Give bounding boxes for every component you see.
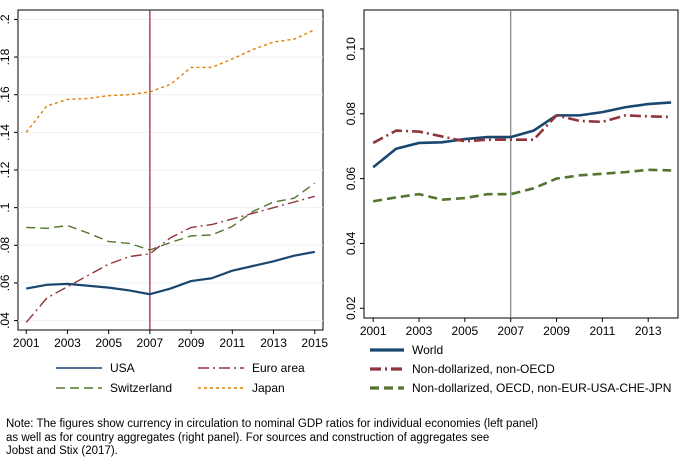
- left-ytick-label: .1: [0, 202, 12, 212]
- right-ytick-label: 0.06: [344, 167, 358, 191]
- left-legend-label: Switzerland: [110, 381, 172, 395]
- right-series-line-non-dollarized-oecd-non-eur-usa-che-jpn: [372, 168, 672, 203]
- note-line-2: as well as for country aggregates (right…: [6, 431, 490, 444]
- left-ytick-label: .18: [0, 48, 12, 65]
- left-xtick-label: 2007: [137, 336, 164, 350]
- left-ytick-label: .04: [0, 312, 12, 329]
- right-series-line-world: [372, 101, 672, 169]
- left-ytick-label: .06: [0, 274, 12, 291]
- right-xtick-label: 2003: [406, 324, 433, 338]
- right-ytick-label: 0.04: [344, 231, 358, 255]
- left-ytick-label: .16: [0, 86, 12, 103]
- right-ytick-label: 0.10: [344, 37, 358, 61]
- right-xtick-label: 2013: [635, 324, 662, 338]
- right-plot-frame: [363, 9, 679, 319]
- left-ytick-label: .2: [0, 14, 12, 24]
- note-line-3: Jobst and Stix (2017).: [6, 445, 118, 457]
- right-legend: World Non-dollarized, non-OECD Non-dollari…: [370, 343, 671, 395]
- right-xtick-label: 2009: [543, 324, 570, 338]
- right-xtick-label: 2001: [360, 324, 387, 338]
- left-xtick-label: 2011: [219, 336, 245, 350]
- right-xtick-label: 2005: [451, 324, 478, 338]
- left-xtick-label: 2013: [260, 336, 287, 350]
- left-panel-chart: .04 .06 .08 .1 .12 .14 .16 .18 .2 2001 2003 2005 200…: [0, 9, 328, 395]
- left-legend-label: Japan: [252, 381, 285, 395]
- note-line-1: Note: The figures show currency in circu…: [6, 418, 539, 430]
- left-legend-label: USA: [110, 361, 135, 375]
- right-legend-label: Non-dollarized, OECD, non-EUR-USA-CHE-JP…: [412, 381, 671, 395]
- left-ytick-label: .14: [0, 124, 12, 141]
- left-legend-label: Euro area: [252, 361, 305, 375]
- left-xtick-label: 2005: [95, 336, 122, 350]
- right-xtick-label: 2011: [589, 324, 615, 338]
- left-xtick-label: 2015: [301, 336, 328, 350]
- left-series-line-switzerland: [26, 182, 316, 251]
- left-ytick-label: .08: [0, 237, 12, 254]
- left-legend: USA Euro area Switzerland Japan: [56, 361, 305, 395]
- left-xtick-label: 2003: [54, 336, 81, 350]
- right-ytick-label: 0.08: [344, 102, 358, 126]
- left-series-line-euro-area: [25, 195, 315, 323]
- right-legend-label: Non-dollarized, non-OECD: [412, 362, 555, 376]
- right-panel-chart: 0.02 0.04 0.06 0.08 0.10 2001 2003 2005 2007 2009…: [344, 9, 679, 395]
- right-xtick-label: 2007: [497, 324, 524, 338]
- left-xtick-label: 2001: [13, 336, 40, 350]
- right-series-line-non-dollarized-non-oecd: [372, 114, 672, 145]
- left-xtick-label: 2009: [178, 336, 205, 350]
- figure-note: Note: The figures show currency in circu…: [6, 418, 686, 459]
- right-legend-label: World: [412, 343, 443, 357]
- right-ytick-label: 0.02: [344, 296, 358, 320]
- left-series-line-usa: [26, 250, 315, 296]
- left-series-line-japan: [25, 29, 316, 133]
- left-ytick-label: .12: [0, 161, 12, 178]
